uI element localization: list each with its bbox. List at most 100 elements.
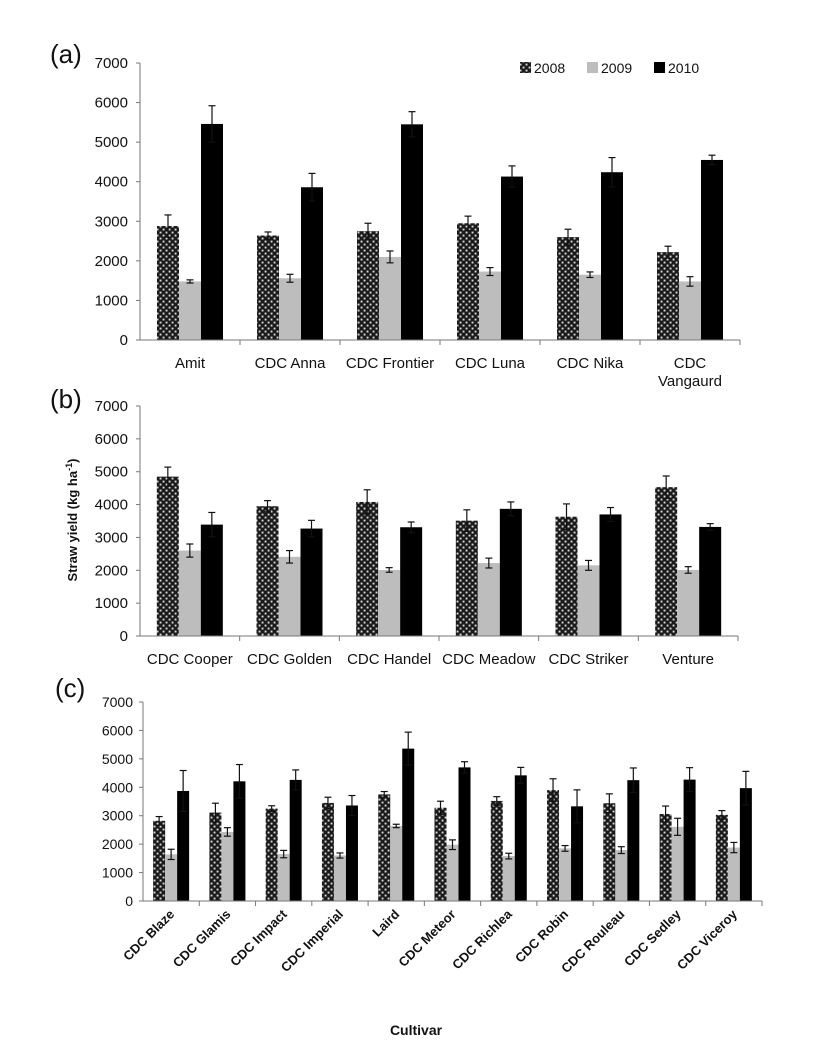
bar-a-0-2010 — [201, 123, 223, 340]
error-bar-b-1-2009 — [286, 549, 293, 564]
bar-c-8-2009 — [615, 850, 628, 901]
error-bar-c-5-2009 — [449, 839, 456, 851]
error-bar-c-4-2010 — [404, 731, 412, 766]
error-bar-a-0-2008 — [164, 214, 172, 238]
error-bar-c-7-2010 — [573, 789, 581, 824]
legend-swatch-2010 — [654, 62, 665, 73]
bar-c-5-2008 — [434, 807, 447, 901]
x-tick-labels-a: Amit CDC Anna CDC Frontier CDC Luna CDC Nika… — [175, 340, 741, 390]
bar-c-9-2010 — [683, 779, 696, 901]
bar-c-3-2010 — [345, 805, 358, 901]
error-bar-c-6-2008 — [493, 796, 501, 806]
bar-c-3-2009 — [333, 855, 346, 901]
bar-c-1-2009 — [221, 831, 234, 901]
y-tick-label-b-3: 3000 — [95, 529, 128, 546]
bar-c-4-2009 — [390, 825, 403, 901]
error-bar-a-3-2008 — [464, 215, 472, 231]
error-bar-a-5-2008 — [664, 245, 672, 259]
bar-b-3-2008 — [455, 520, 478, 636]
error-bar-b-3-2008 — [463, 509, 471, 533]
error-bar-c-1-2010 — [235, 763, 243, 799]
bar-c-0-2008 — [153, 820, 166, 901]
x-tick-label-b-1: CDC Golden — [247, 651, 332, 668]
panel-label-c: (c) — [55, 673, 85, 703]
error-bar-c-10-2010 — [742, 770, 750, 806]
x-tick-labels-b: CDC Cooper CDC Golden CDC Handel CDC Meadow… — [147, 636, 739, 668]
bar-a-3-2008 — [457, 223, 479, 340]
bar-b-1-2008 — [256, 506, 279, 636]
error-bar-a-5-2010 — [708, 154, 716, 166]
y-tick-label-b-1: 1000 — [95, 595, 128, 612]
y-tick-label-c-0: 0 — [125, 893, 133, 909]
x-tick-label-b-4: CDC Striker — [548, 651, 628, 668]
y-tick-label-a-6: 6000 — [95, 95, 128, 112]
y-tick-label-a-0: 0 — [120, 332, 128, 349]
panel-label-b: (b) — [50, 384, 82, 414]
y-tick-labels-b: 0 1000 2000 3000 4000 5000 6000 7000 — [95, 398, 140, 645]
error-bar-b-5-2009 — [684, 566, 692, 574]
bar-c-8-2010 — [627, 780, 640, 901]
bar-a-1-2010 — [301, 187, 323, 340]
bar-c-6-2008 — [490, 800, 503, 901]
error-bar-b-5-2010 — [706, 523, 714, 531]
bars-c — [153, 731, 752, 901]
error-bar-c-10-2009 — [730, 841, 738, 854]
panel-b: (b) Straw yield (kg ha-1) 0 1000 2000 3000 4… — [50, 384, 739, 668]
error-bar-a-2-2009 — [386, 250, 394, 264]
y-tick-label-a-2: 2000 — [95, 253, 128, 270]
legend-label-2008: 2008 — [534, 60, 565, 76]
bar-c-1-2008 — [209, 812, 222, 901]
panel-label-a: (a) — [50, 39, 82, 69]
bar-b-1-2009 — [278, 556, 301, 636]
y-tick-label-a-5: 5000 — [95, 134, 128, 151]
x-tick-label-c-2: CDC Impact — [227, 906, 290, 969]
bar-c-6-2009 — [502, 856, 515, 901]
bars-a — [157, 105, 723, 340]
bar-b-5-2009 — [677, 569, 700, 636]
x-tick-label-b-5: Venture — [662, 651, 714, 668]
y-tick-label-a-3: 3000 — [95, 213, 128, 230]
x-tick-label-a-4: CDC Nika — [557, 355, 624, 372]
legend-label-2010: 2010 — [668, 60, 699, 76]
error-bar-b-4-2009 — [585, 559, 592, 571]
error-bar-a-1-2009 — [286, 273, 294, 283]
bar-c-9-2008 — [659, 814, 672, 901]
bar-a-3-2009 — [479, 271, 501, 340]
bar-a-5-2009 — [679, 281, 701, 340]
error-bar-c-9-2008 — [662, 805, 670, 823]
bar-b-4-2010 — [599, 514, 622, 636]
error-bar-c-6-2010 — [517, 766, 525, 784]
error-bar-a-4-2008 — [564, 228, 572, 246]
error-bar-b-3-2009 — [485, 557, 493, 569]
error-bar-c-1-2009 — [223, 827, 231, 837]
bar-c-0-2009 — [165, 854, 178, 901]
y-tick-label-c-4: 4000 — [102, 779, 133, 795]
error-bar-a-4-2009 — [586, 271, 594, 279]
y-tick-label-b-5: 5000 — [95, 464, 128, 481]
legend: 2008 2009 2010 — [520, 60, 699, 76]
bar-b-0-2009 — [178, 550, 201, 636]
bar-a-4-2009 — [579, 274, 601, 340]
error-bar-b-2-2010 — [407, 521, 415, 534]
bar-c-2-2009 — [277, 854, 290, 901]
bar-b-5-2008 — [655, 487, 678, 636]
bar-b-4-2008 — [555, 516, 578, 636]
y-tick-label-b-4: 4000 — [95, 497, 128, 514]
y-tick-label-c-1: 1000 — [102, 865, 133, 881]
bar-c-4-2010 — [402, 748, 415, 901]
x-tick-label-c-10: CDC Viceroy — [674, 906, 741, 973]
bar-a-2-2010 — [401, 124, 423, 340]
y-tick-labels-a: 0 1000 2000 3000 4000 5000 6000 7000 — [95, 55, 140, 349]
error-bar-c-0-2008 — [155, 815, 163, 826]
bar-b-2-2009 — [378, 569, 401, 636]
x-tick-label-c-4: Laird — [369, 906, 402, 939]
error-bar-c-0-2009 — [167, 848, 175, 861]
legend-swatch-2009 — [587, 62, 598, 73]
x-tick-label-b-2: CDC Handel — [347, 651, 431, 668]
bar-c-1-2010 — [233, 781, 246, 901]
error-bar-b-1-2008 — [264, 500, 271, 513]
x-tick-label-c-1: CDC Glamis — [170, 907, 234, 971]
error-bar-a-0-2010 — [208, 105, 216, 143]
error-bar-c-10-2008 — [718, 809, 726, 820]
